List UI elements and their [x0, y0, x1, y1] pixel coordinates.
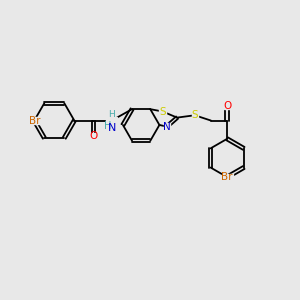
Bar	[191, 112, 198, 119]
Bar	[221, 174, 233, 180]
Text: Br: Br	[28, 116, 40, 126]
Bar	[91, 133, 96, 139]
Text: O: O	[223, 101, 231, 111]
Text: N: N	[107, 123, 116, 133]
Text: H: H	[104, 121, 112, 130]
Text: S: S	[159, 106, 166, 116]
Text: H: H	[108, 110, 115, 119]
Text: S: S	[191, 110, 198, 120]
Text: Br: Br	[221, 172, 233, 182]
Bar	[29, 117, 40, 124]
Bar	[106, 117, 117, 124]
Text: O: O	[89, 131, 98, 141]
Bar	[159, 108, 166, 115]
Bar	[224, 103, 230, 109]
Text: N: N	[163, 122, 171, 132]
Bar	[164, 123, 170, 130]
